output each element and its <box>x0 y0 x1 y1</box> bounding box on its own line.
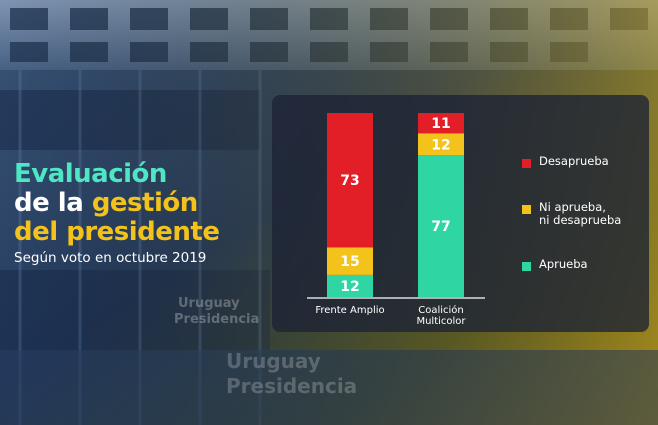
legend-swatch <box>522 159 531 168</box>
title-line-1: Evaluación <box>14 159 167 189</box>
data-label-desaprueba-1: 11 <box>431 116 450 132</box>
bar-segment-aprueba-0 <box>327 274 373 297</box>
bar-segment-ni-aprueba-ni-desaprueba-0 <box>327 247 373 275</box>
legend-item-2: Aprueba <box>522 258 652 271</box>
data-label-aprueba-1: 77 <box>431 219 450 235</box>
data-label-ni-aprueba-ni-desaprueba-1: 12 <box>431 137 450 153</box>
data-label-desaprueba-0: 73 <box>340 173 359 189</box>
headline: Evaluación de la gestión del presidente … <box>14 159 220 267</box>
bar-segment-desaprueba-0 <box>327 113 373 248</box>
legend-label: Ni aprueba, ni desaprueba <box>539 200 622 227</box>
legend-swatch <box>522 262 531 271</box>
data-label-ni-aprueba-ni-desaprueba-0: 15 <box>340 254 359 270</box>
bar-segment-desaprueba-1 <box>418 113 464 134</box>
legend-item-1: Ni aprueba, ni desaprueba <box>522 201 652 227</box>
title-line-2a: de la <box>14 188 92 218</box>
bg-sign-uruguay-small: Uruguay <box>178 296 240 311</box>
legend-swatch <box>522 205 531 214</box>
bar-segment-aprueba-1 <box>418 155 464 297</box>
category-label-0-0: Frente Amplio <box>315 305 384 316</box>
bar-segment-ni-aprueba-ni-desaprueba-1 <box>418 133 464 156</box>
title-line-3: del presidente <box>14 217 220 247</box>
category-label-1-0: Coalición <box>418 304 464 316</box>
bg-sign-uruguay-large: Uruguay <box>226 349 321 373</box>
category-label-1-1: Multicolor <box>416 316 466 327</box>
legend-label: Aprueba <box>539 257 588 271</box>
legend-label: Desaprueba <box>539 154 609 168</box>
bg-sign-presidencia-small: Presidencia <box>174 312 259 327</box>
title-line-2b: gestión <box>91 188 198 218</box>
bg-sign-presidencia-large: Presidencia <box>226 374 357 398</box>
data-label-aprueba-0: 12 <box>340 279 359 295</box>
subtitle: Según voto en octubre 2019 <box>14 250 207 266</box>
title-line-2: de la gestión <box>14 189 219 218</box>
legend-item-0: Desaprueba <box>522 155 652 168</box>
